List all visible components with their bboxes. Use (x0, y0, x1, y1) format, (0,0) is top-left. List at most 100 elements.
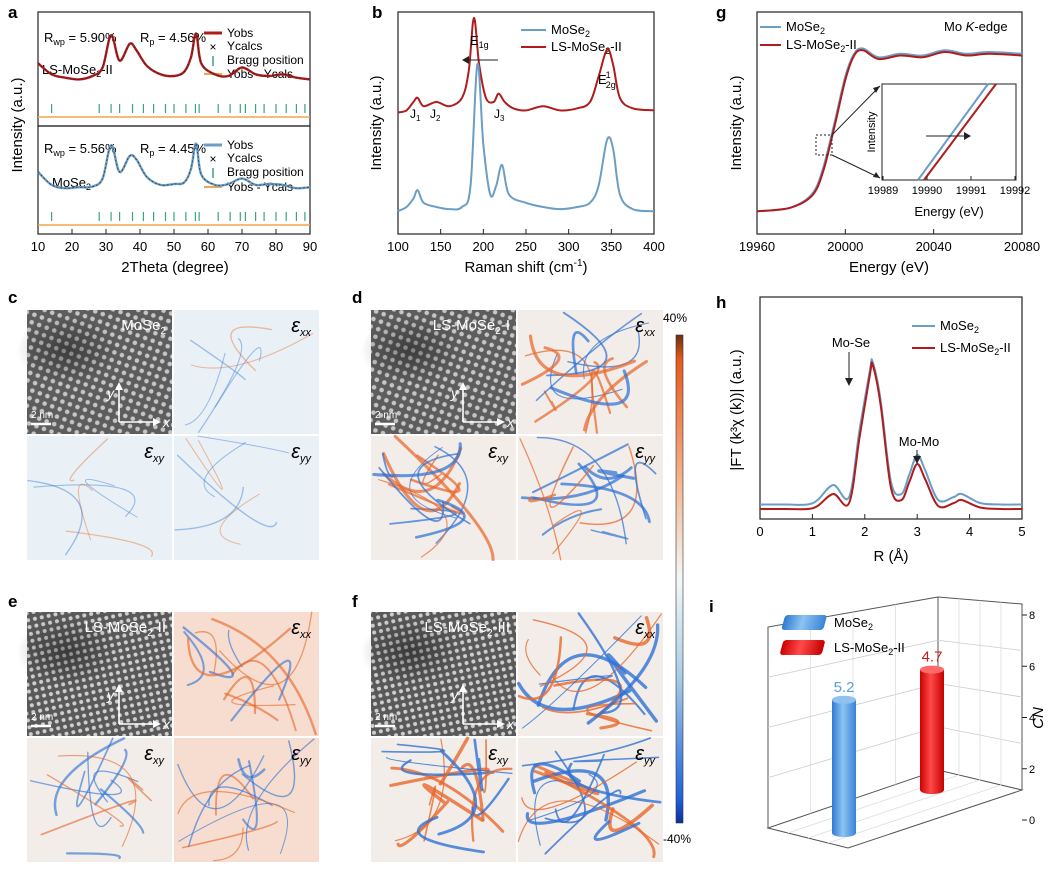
panel-a-bottom-ycalcs (37, 143, 311, 189)
panel-f-sample-title: LS-MoSe2-III (424, 619, 510, 639)
panel-letter-d: d (352, 288, 362, 307)
panel-g-ylabel: Intensity (a.u.) (728, 75, 745, 170)
svg-text:Yobs - Ycals: Yobs - Ycals (227, 67, 293, 81)
panel-b-x-tick-label: 400 (643, 239, 665, 254)
panel-b-x-tick-label: 150 (430, 239, 452, 254)
axis-y-label: y (450, 687, 459, 703)
svg-text:J1: J1 (410, 107, 421, 123)
panel-g-legend: MoSe2 LS-MoSe2-II (760, 19, 857, 54)
panel-g-series-mose2 (756, 47, 1023, 213)
panel-c-label-yy: εyy (291, 441, 312, 465)
panel-b-xticks: 100 150 200 250 300 350 400 (387, 229, 665, 254)
panel-i-ztick-label: 0 (1029, 815, 1035, 827)
axis-x-label: x (506, 716, 515, 732)
panel-i-side-wall (937, 596, 1023, 790)
svg-text:×: × (209, 152, 216, 166)
panel-a-bottom-bragg (50, 212, 306, 221)
panel-g-zoom-line-top (831, 85, 881, 136)
panel-b-series-mose2 (397, 63, 655, 213)
panel-b-x-tick-label: 100 (387, 239, 409, 254)
panel-h-x-tick-label: 4 (966, 524, 973, 539)
panel-h-x-tick-label: 0 (756, 524, 763, 539)
scale-bar-label: 2 nm (31, 712, 53, 723)
axis-x-label: x (162, 716, 171, 732)
panel-a-top-legend: Yobs × Ycalcs Bragg position Yobs - Ycal… (204, 26, 304, 81)
panel-a-top-bragg (50, 104, 306, 113)
panel-g-inset: Intensity 19989 19990 19991 19992 Energy (e… (866, 83, 1031, 219)
panel-g-xlabel: Energy (eV) (849, 259, 929, 276)
panel-g-series-ls (756, 49, 1023, 213)
panel-g-inset-ls (923, 83, 997, 181)
panel-i-ztick-label: 4 (1029, 713, 1035, 725)
panel-h-series-ls (759, 361, 1023, 511)
panel-a-top-rwp: Rwp = 5.90% (44, 30, 117, 47)
panel-g-xticks: 19960 20000 20040 20080 (739, 229, 1040, 254)
svg-text:MoSe2: MoSe2 (834, 615, 873, 632)
svg-text:×: × (209, 40, 216, 54)
panel-a-x-tick-label: 20 (65, 239, 79, 254)
panel-g-inset-tick-label: 19992 (1000, 185, 1031, 197)
panel-c-strain-xx (174, 310, 319, 434)
panel-g-inset-ylabel: Intensity (866, 111, 878, 152)
panel-g-edge-label: Mo K-edge (944, 19, 1008, 34)
panel-a-x-tick-label: 50 (167, 239, 181, 254)
panel-b-x-tick-label: 200 (472, 239, 494, 254)
panel-c-strain-yy (174, 436, 319, 560)
panel-a-xticks: 10 20 30 40 50 60 70 80 90 (31, 229, 317, 254)
svg-text:J2: J2 (430, 107, 441, 123)
panel-c-label-xy: εxy (144, 441, 165, 465)
panel-d-label-yy: εyy (635, 441, 656, 465)
svg-text:E1g: E1g (470, 33, 489, 50)
panel-i-zlabel: CN (1030, 707, 1047, 729)
panel-h-xlabel: R (Å) (874, 548, 909, 565)
panel-b-x-tick-label: 350 (600, 239, 622, 254)
svg-text:Bragg position: Bragg position (227, 165, 304, 179)
panel-g-inset-mose2 (917, 83, 989, 181)
panel-g-zoom-line-bottom (831, 154, 881, 179)
panel-h-x-tick-label: 3 (914, 524, 921, 539)
panel-h-x-tick-label: 5 (1018, 524, 1025, 539)
panel-i-bar-value: 5.2 (834, 679, 855, 696)
panel-e-label-yy: εyy (291, 743, 312, 767)
panel-h-x-tick-label: 1 (809, 524, 816, 539)
panel-i-ztick-label: 2 (1029, 764, 1035, 776)
panel-h-legend: MoSe2 LS-MoSe2-II (912, 318, 1011, 357)
panel-h-xticks: 0 1 2 3 4 5 (756, 514, 1026, 539)
svg-text:Bragg position: Bragg position (227, 53, 304, 67)
panel-g-x-tick-label: 20080 (1004, 239, 1040, 254)
panel-letter-f: f (352, 592, 358, 611)
scale-bar-label: 2 nm (31, 410, 53, 421)
axis-y-label: y (106, 385, 115, 401)
panel-b-legend: MoSe2 LS-MoSe2-II (521, 22, 622, 56)
panel-a-top-ycalcs (37, 33, 311, 80)
panel-g-inset-tick-label: 19989 (868, 185, 899, 197)
panel-c-strain-xy (27, 436, 172, 560)
panel-g-inset-xlabel: Energy (eV) (914, 204, 983, 219)
panel-h-annot-momo: Mo-Mo (899, 434, 939, 449)
panel-i-bar-value: 4.7 (922, 649, 943, 666)
panel-d-sample-title: LS-MoSe2-I (433, 317, 510, 337)
svg-text:LS-MoSe2-II: LS-MoSe2-II (551, 39, 622, 56)
panel-h-ylabel: |FT (k³χ (k))| (a.u.) (728, 349, 745, 470)
svg-text:MoSe2: MoSe2 (551, 22, 590, 39)
panel-letter-i: i (709, 597, 714, 616)
panel-a-bottom-sample: MoSe2 (52, 175, 91, 192)
panel-g-frame (756, 11, 1023, 235)
scale-bar-label: 2 nm (375, 712, 397, 723)
panel-g-x-tick-label: 19960 (739, 239, 775, 254)
panel-g-zoom-box (815, 134, 833, 156)
panel-g-inset-tick-label: 19991 (956, 185, 987, 197)
panel-h-annot-mose: Mo-Se (832, 335, 870, 350)
panel-i-zticks: 0 2 4 6 8 (1022, 610, 1035, 827)
panel-i-bar-top (832, 695, 856, 704)
colorbar-max: 40% (663, 311, 687, 325)
panel-e-label-xy: εxy (144, 743, 165, 767)
panel-letter-b: b (372, 3, 382, 22)
axis-y-label: y (106, 687, 115, 703)
panel-a-x-tick-label: 60 (201, 239, 215, 254)
svg-text:Ycalcs: Ycalcs (227, 39, 262, 53)
panel-i-bars: 5.2 4.7 (832, 649, 944, 837)
panel-c-sample-title: MoSe2 (121, 317, 166, 337)
